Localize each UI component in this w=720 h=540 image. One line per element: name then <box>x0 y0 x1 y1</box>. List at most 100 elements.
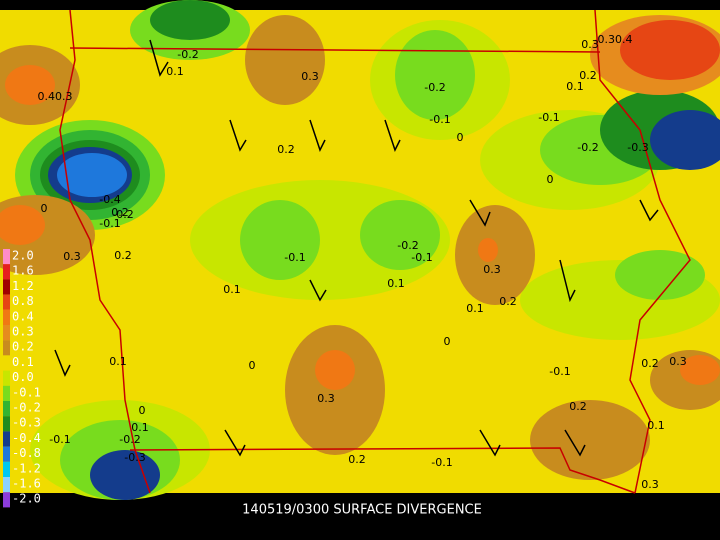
contour-label: -0.2 <box>119 433 140 446</box>
border <box>59 9 151 494</box>
barb <box>149 39 169 77</box>
contour-label: -0.1 <box>429 113 450 126</box>
barb <box>229 119 247 152</box>
contour-label: 0.30.4 <box>598 33 633 46</box>
border <box>594 9 691 494</box>
contour-fill <box>620 20 720 80</box>
legend-label: -2.0 <box>12 492 41 506</box>
contour-label: -0.1 <box>49 433 70 446</box>
legend-swatch <box>3 477 10 493</box>
contour-fill <box>5 65 55 105</box>
contour-label: 0.1 <box>131 421 149 434</box>
legend-label: -0.3 <box>12 416 41 430</box>
contour-label: -0.3 <box>627 141 648 154</box>
barb <box>384 119 401 152</box>
contour-fill <box>240 200 320 280</box>
legend-label: 2.0 <box>12 249 34 263</box>
legend-label: 0.8 <box>12 294 34 308</box>
legend-swatch <box>3 416 10 432</box>
contour-label: -0.1 <box>549 365 570 378</box>
contour-label: 0.1 <box>109 355 127 368</box>
contour-fill <box>150 0 230 40</box>
contour-label: 0.1 <box>566 80 584 93</box>
contour-label: 0.3 <box>581 38 599 51</box>
legend-label: -0.4 <box>12 431 41 445</box>
contour-label: 0.1 <box>166 65 184 78</box>
contour-fill <box>615 250 705 300</box>
divergence-field <box>0 0 720 500</box>
contour-label: -0.1 <box>431 456 452 469</box>
contour-label: -0.1 <box>538 111 559 124</box>
contour-fill <box>245 15 325 105</box>
barb <box>639 199 659 222</box>
contour-label: 0.3 <box>669 355 687 368</box>
legend-label: 0.4 <box>12 309 34 323</box>
legend-label: -0.1 <box>12 385 41 399</box>
legend-swatch <box>3 309 10 325</box>
contour-label: 0.2 <box>114 249 132 262</box>
contour-label: 0.1 <box>387 277 405 290</box>
contour-fill <box>395 30 475 120</box>
contour-fill <box>57 153 127 197</box>
contour-fill <box>90 450 160 500</box>
legend-swatch <box>3 461 10 477</box>
legend-swatch <box>3 385 10 401</box>
contour-fill <box>650 110 720 170</box>
contour-label: 0.2 <box>641 357 659 370</box>
contour-label: -0.2 <box>397 239 418 252</box>
legend-label: 1.2 <box>12 279 34 293</box>
legend-label: 0.1 <box>12 355 34 369</box>
contour-label: 0.3 <box>63 250 81 263</box>
contour-label: 0.2 <box>499 295 517 308</box>
legend-label: -0.8 <box>12 446 41 460</box>
contour-label: 0.2 <box>348 453 366 466</box>
barb <box>54 349 71 377</box>
border <box>69 47 601 53</box>
contour-label: -0.3 <box>124 451 145 464</box>
contour-label: -0.1 <box>99 217 120 230</box>
map-title: 140519/0300 SURFACE DIVERGENCE <box>242 503 482 518</box>
wind-barbs <box>54 39 659 457</box>
legend-label: 0.3 <box>12 325 34 339</box>
contour-fill <box>530 400 650 480</box>
legend-label: 1.6 <box>12 264 34 278</box>
contour-label: 0 <box>444 335 451 348</box>
barb <box>469 199 491 227</box>
contour-label: 0 <box>249 359 256 372</box>
contour-label: -0.1 <box>284 251 305 264</box>
legend-label: -1.2 <box>12 461 41 475</box>
contour-label: 0 <box>457 131 464 144</box>
color-legend: 2.01.61.20.80.40.30.20.10.0-0.1-0.2-0.3-… <box>3 249 41 508</box>
legend-swatch <box>3 279 10 295</box>
legend-label: 0.2 <box>12 340 34 354</box>
contour-label: -0.2 <box>424 81 445 94</box>
barb <box>479 429 501 457</box>
contour-label: 0 <box>139 404 146 417</box>
contour-fill <box>478 238 498 262</box>
legend-label: 0.0 <box>12 370 34 384</box>
contour-label: 0.3 <box>301 70 319 83</box>
contour-label: 0 <box>41 202 48 215</box>
legend-swatch <box>3 340 10 356</box>
legend-swatch <box>3 431 10 447</box>
state-borders <box>59 9 691 494</box>
contour-label: 0.2 <box>579 69 597 82</box>
contour-fill <box>315 350 355 390</box>
contour-label: 0.1 <box>223 283 241 296</box>
contour-label: -0.4 <box>99 193 120 206</box>
barb <box>224 429 246 457</box>
contour-label: 0.3 <box>483 263 501 276</box>
contour-label: -0.2 <box>112 208 133 221</box>
barb <box>309 119 326 152</box>
legend-swatch <box>3 492 10 508</box>
border <box>129 447 636 494</box>
contour-label: -0.1 <box>411 251 432 264</box>
contour-label: 0.2 <box>569 400 587 413</box>
contour-label: -0.2 <box>577 141 598 154</box>
contour-fill <box>680 355 720 385</box>
legend-swatch <box>3 446 10 462</box>
contour-fill <box>360 200 440 270</box>
legend-swatch <box>3 249 10 265</box>
contour-label: 0.3 <box>317 392 335 405</box>
legend-swatch <box>3 355 10 371</box>
